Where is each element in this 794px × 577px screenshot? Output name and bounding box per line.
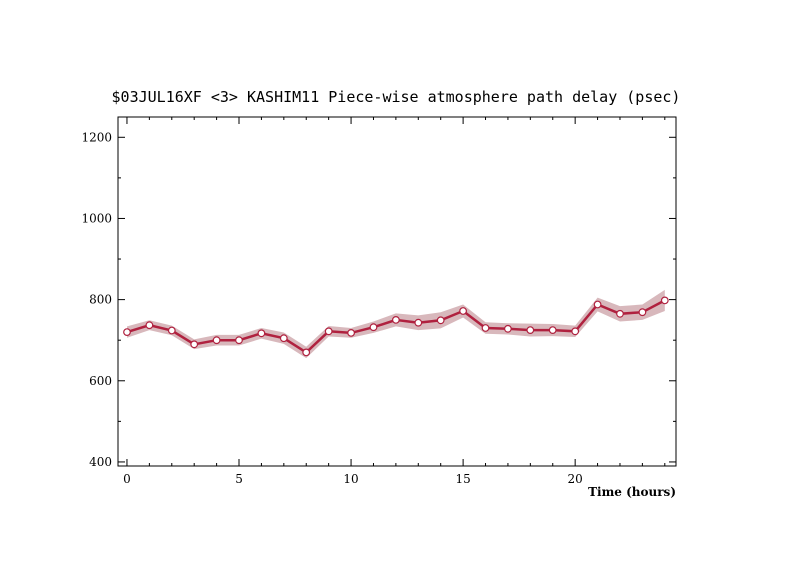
data-point [347,329,356,337]
data-point [257,329,266,338]
plot-frame [117,116,677,467]
y-tick-label: 600 [89,374,112,388]
data-point [414,318,423,327]
marker-layer [123,296,669,357]
x-tick-label: 0 [123,472,131,486]
data-point [302,348,311,357]
data-point [616,309,624,318]
y-tick-label: 1200 [81,130,112,144]
data-point [235,336,243,345]
data-point [526,326,535,335]
y-tick-label: 400 [89,455,112,469]
data-point [436,316,445,325]
x-tick-label: 10 [343,472,358,486]
data-point [190,340,199,349]
data-point [167,326,176,335]
error-band-layer [127,289,665,359]
error-band [127,289,665,359]
data-point [593,300,602,309]
y-tick-label: 1000 [81,211,112,225]
data-point [504,324,512,333]
x-tick-label: 20 [568,472,583,486]
data-point [571,327,580,336]
data-point [459,307,468,315]
y-tick-label: 800 [89,293,112,307]
chart-title: $03JUL16XF <3> KASHIM11 Piece-wise atmos… [112,88,681,106]
data-point [145,321,154,330]
data-point [279,334,288,343]
data-point [548,326,557,335]
data-point [638,308,647,317]
x-tick-label: 5 [235,472,243,486]
tick-layer: 0 5 10 15 20 400 600 800 1000 1200 [81,117,676,486]
data-point [369,323,378,332]
data-point [392,316,400,324]
data-point [324,327,333,336]
data-point [123,328,131,337]
data-point [481,324,490,332]
data-point [212,336,221,345]
data-point [660,296,669,305]
x-axis-label: Time (hours) [588,485,676,499]
x-tick-label: 15 [455,472,470,486]
